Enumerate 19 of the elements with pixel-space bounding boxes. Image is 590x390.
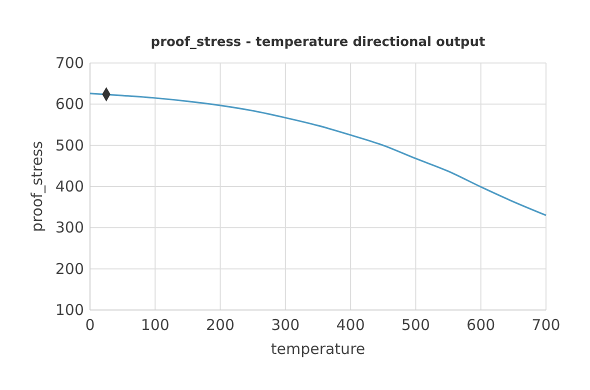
x-tick-label: 100 xyxy=(140,316,170,334)
y-tick-label: 100 xyxy=(55,301,84,319)
y-tick-label: 300 xyxy=(55,218,84,237)
chart-title: proof_stress - temperature directional output xyxy=(150,35,486,50)
y-tick-label: 400 xyxy=(55,178,84,196)
line-series xyxy=(89,92,547,216)
x-tick-label: 400 xyxy=(336,316,365,334)
y-tick-label: 700 xyxy=(55,54,84,72)
x-tick-label: 200 xyxy=(206,316,235,334)
x-tick-label: 0 xyxy=(85,316,95,334)
x-tick-label: 500 xyxy=(401,316,430,334)
x-tick-label: 600 xyxy=(466,316,496,334)
y-tick-label: 600 xyxy=(55,95,84,114)
y-axis-title: proof_stress xyxy=(28,140,46,232)
x-axis-title: temperature xyxy=(270,340,366,358)
y-tick-label: 200 xyxy=(55,260,84,278)
x-tick-label: 300 xyxy=(271,316,300,334)
y-tick-label: 500 xyxy=(55,136,84,154)
x-tick-label: 700 xyxy=(532,316,560,334)
